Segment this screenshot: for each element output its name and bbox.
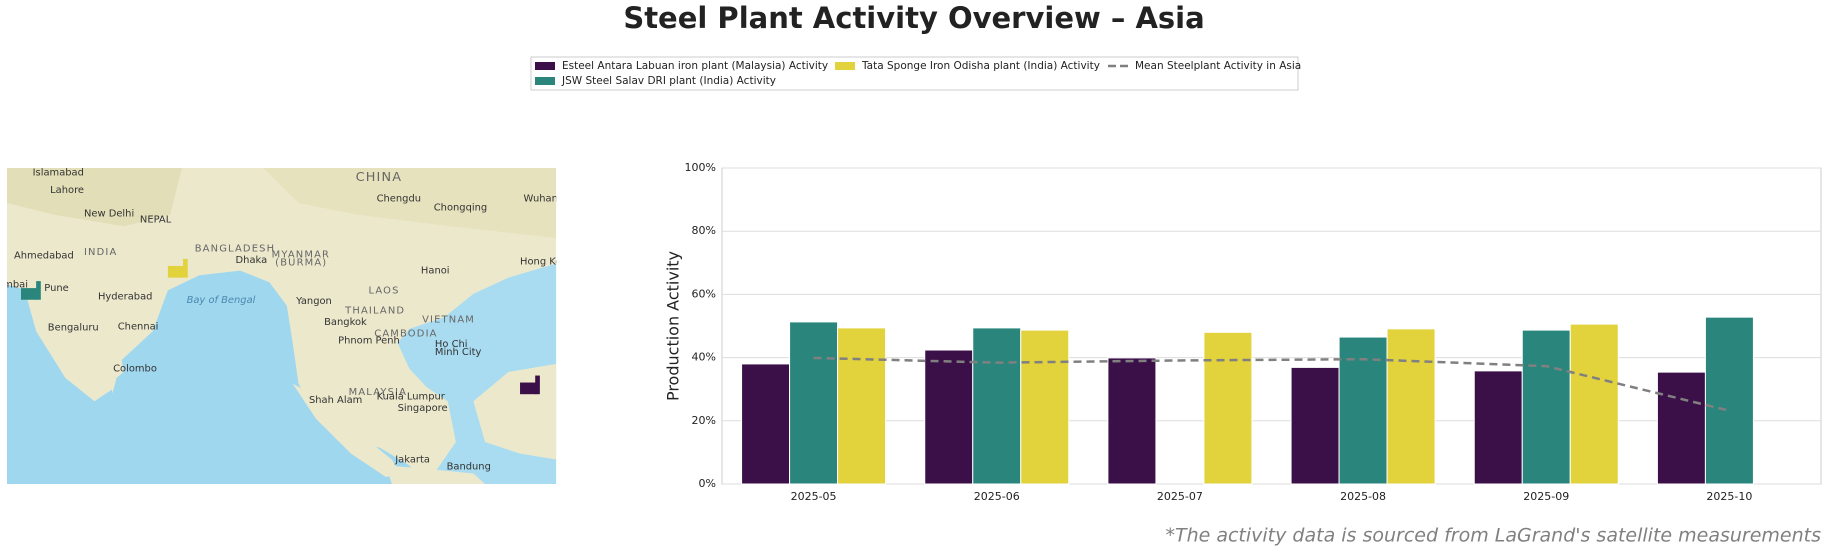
map-label: BANGLADESH: [195, 243, 275, 254]
bar: [972, 327, 1022, 485]
terrain: [7, 168, 182, 227]
bar: [1107, 357, 1157, 485]
bar: [741, 363, 791, 485]
y-tick-label: 0%: [699, 477, 716, 490]
map: Islamabad Lahore New Delhi NEPAL CHINA Chengd…: [0, 168, 574, 484]
legend-label: Tata Sponge Iron Odisha plant (India) Ac…: [861, 60, 1100, 72]
bar: [1020, 329, 1070, 485]
mean-line: [813, 356, 1730, 412]
legend-label: JSW Steel Salav DRI plant (India) Activi…: [561, 75, 776, 87]
island: [292, 383, 402, 477]
x-tick-label: 2025-06: [974, 490, 1020, 503]
map-label: VIETNAM: [422, 315, 475, 326]
legend-label: Esteel Antara Labuan iron plant (Malaysi…: [562, 60, 828, 72]
map-label: Colombo: [113, 364, 157, 375]
y-axis-label: Production Activity: [664, 251, 683, 401]
map-label: Chengdu: [377, 193, 421, 204]
x-tick-label: 2025-07: [1157, 490, 1203, 503]
plant-icon: [167, 258, 188, 278]
map-label: Chongqing: [434, 203, 487, 214]
bar: [1704, 316, 1754, 485]
map-label: LAOS: [368, 285, 399, 296]
bar: [1656, 371, 1706, 485]
map-label: Bangkok: [324, 317, 367, 328]
legend-swatch: [835, 62, 855, 70]
map-label: Jakarta: [394, 455, 430, 466]
map-label: Kuala Lumpur: [377, 392, 446, 403]
island: [385, 465, 486, 484]
map-label: Bengaluru: [48, 323, 99, 334]
bar: [1521, 329, 1571, 485]
legend-box: [530, 56, 1299, 91]
map-label: Hyderabad: [98, 291, 152, 302]
map-label: Bandung: [447, 461, 491, 472]
map-label: CAMBODIA: [374, 329, 437, 340]
bar: [1386, 328, 1436, 485]
peninsula: [345, 342, 369, 419]
map-label: THAILAND: [344, 305, 405, 316]
map-label: Shah Alam: [309, 395, 362, 406]
map-label: Dhaka: [236, 255, 268, 266]
map-label: Wuhan: [524, 193, 558, 204]
legend-swatch: [535, 77, 555, 85]
bar: [1290, 366, 1340, 485]
bar: [789, 321, 839, 485]
x-tick-label: 2025-08: [1340, 490, 1386, 503]
map-label: Mumbai: [0, 280, 28, 291]
legend-swatch: [535, 62, 555, 70]
legend-label: Mean Steelplant Activity in Asia: [1135, 60, 1301, 72]
y-tick-label: 40%: [692, 351, 716, 364]
map-label: Ho Chi: [435, 339, 468, 350]
bar: [837, 327, 887, 485]
map-label: (BURMA): [275, 257, 327, 268]
footnote: *The activity data is sourced from LaGra…: [1165, 525, 1821, 547]
map-label: Pune: [44, 283, 68, 294]
terrain: [263, 168, 557, 238]
plant-icon: [20, 281, 41, 300]
x-tick-label: 2025-05: [791, 490, 837, 503]
map-label: Ahmedabad: [14, 250, 74, 261]
map-label: MYANMAR: [272, 249, 330, 260]
map-label: Phnom Penh: [338, 336, 400, 347]
bar: [1569, 323, 1619, 485]
plant-icon: [520, 375, 540, 395]
y-tick-label: 80%: [692, 224, 716, 237]
map-label: Lahore: [50, 185, 84, 196]
map-label: CHINA: [356, 170, 403, 185]
map-label: New Delhi: [84, 208, 134, 219]
ocean: [111, 270, 427, 484]
map-label: Chennai: [118, 322, 159, 333]
map-label: Hong Kong: [520, 256, 574, 267]
island: [114, 356, 124, 378]
ocean: [7, 284, 124, 484]
map-label: Islamabad: [33, 168, 84, 179]
map-label: Bay of Bengal: [187, 295, 256, 306]
bar: [1473, 370, 1523, 485]
chart-title: Steel Plant Activity Overview – Asia: [623, 1, 1204, 35]
bar: [1203, 331, 1253, 485]
x-tick-label: 2025-10: [1706, 490, 1752, 503]
map-label: Hanoi: [421, 266, 450, 277]
y-tick-label: 20%: [692, 414, 716, 427]
map-label: MALAYSIA: [349, 387, 407, 398]
map-label: Yangon: [295, 296, 332, 307]
x-tick-label: 2025-09: [1523, 490, 1569, 503]
y-tick-label: 100%: [685, 161, 716, 174]
map-label: NEPAL: [140, 214, 172, 225]
map-label: Singapore: [398, 403, 448, 414]
map-label: Minh City: [435, 347, 482, 358]
y-tick-label: 60%: [692, 287, 716, 300]
map-label: INDIA: [84, 247, 118, 258]
bar: [924, 349, 974, 485]
plot-frame: [721, 167, 1822, 485]
